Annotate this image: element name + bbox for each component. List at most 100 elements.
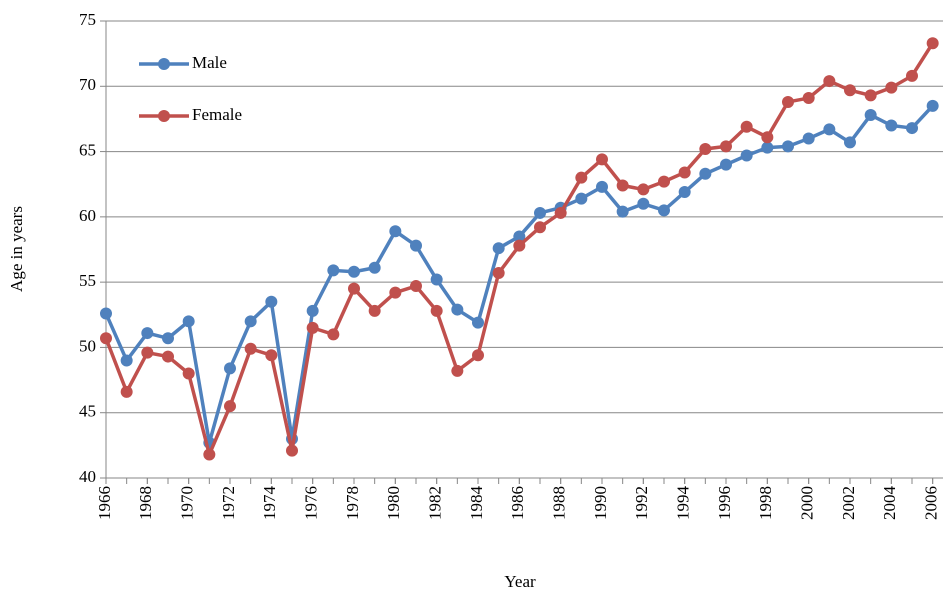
data-point bbox=[100, 332, 112, 345]
series-line bbox=[104, 104, 934, 444]
data-point bbox=[699, 142, 712, 155]
y-tick-label: 50 bbox=[79, 336, 96, 355]
data-point bbox=[224, 362, 236, 375]
data-point bbox=[451, 364, 464, 377]
x-tick-label: 1970 bbox=[178, 486, 197, 520]
x-tick-label: 1974 bbox=[260, 486, 279, 521]
data-point bbox=[348, 265, 360, 278]
data-point bbox=[265, 349, 278, 362]
x-tick-label: 1992 bbox=[632, 486, 651, 520]
data-point bbox=[224, 400, 236, 413]
x-tick-label: 2004 bbox=[880, 486, 899, 521]
data-point bbox=[100, 307, 112, 320]
x-tick-label: 1996 bbox=[715, 486, 734, 520]
data-point bbox=[306, 321, 319, 334]
data-point bbox=[534, 206, 546, 219]
x-tick-label: 2000 bbox=[798, 486, 817, 520]
data-point bbox=[327, 328, 340, 341]
legend-label: Female bbox=[192, 105, 242, 124]
data-point bbox=[575, 171, 588, 184]
data-point bbox=[616, 179, 629, 192]
data-point bbox=[141, 346, 154, 359]
data-point bbox=[203, 448, 216, 461]
data-point bbox=[616, 205, 629, 218]
data-point bbox=[430, 304, 443, 317]
data-point bbox=[823, 123, 836, 136]
data-point bbox=[513, 230, 526, 243]
data-point bbox=[596, 153, 608, 166]
x-tick-label: 2002 bbox=[839, 486, 858, 520]
data-point bbox=[885, 81, 898, 94]
data-point bbox=[926, 37, 939, 50]
data-point bbox=[864, 109, 877, 122]
data-point bbox=[472, 349, 484, 362]
data-point bbox=[906, 69, 918, 82]
data-point bbox=[575, 192, 588, 205]
data-point bbox=[286, 444, 298, 457]
legend-marker bbox=[158, 58, 170, 70]
data-point bbox=[120, 385, 133, 398]
x-tick-label: 1980 bbox=[384, 486, 403, 520]
data-point bbox=[740, 120, 753, 133]
data-point bbox=[430, 273, 443, 286]
data-point bbox=[410, 280, 422, 293]
y-tick-label: 65 bbox=[79, 140, 96, 159]
data-point bbox=[492, 242, 505, 255]
data-point bbox=[182, 367, 195, 380]
data-point bbox=[926, 99, 939, 112]
x-tick-label: 1972 bbox=[219, 486, 238, 520]
data-point bbox=[244, 342, 257, 355]
x-tick-label: 1988 bbox=[550, 486, 569, 520]
data-point bbox=[740, 149, 753, 162]
data-point bbox=[410, 239, 422, 252]
data-point bbox=[678, 166, 691, 179]
x-tick-label: 1994 bbox=[674, 486, 693, 521]
data-point bbox=[162, 350, 174, 363]
data-point bbox=[492, 267, 505, 280]
x-tick-label: 1976 bbox=[302, 486, 321, 520]
data-point bbox=[348, 282, 360, 295]
data-point bbox=[265, 295, 278, 308]
legend-marker bbox=[158, 110, 170, 122]
data-point bbox=[306, 304, 319, 317]
x-tick-label: 1978 bbox=[343, 486, 362, 520]
data-point bbox=[244, 315, 257, 328]
legend-label: Male bbox=[192, 53, 227, 72]
data-point bbox=[182, 315, 195, 328]
data-point bbox=[782, 140, 794, 153]
x-tick-label: 2006 bbox=[922, 486, 941, 520]
data-point bbox=[761, 131, 774, 144]
data-point bbox=[658, 204, 670, 217]
y-axis-label: Age in years bbox=[7, 206, 26, 292]
y-tick-label: 60 bbox=[79, 206, 96, 225]
data-point bbox=[451, 303, 464, 316]
data-point bbox=[802, 92, 815, 105]
data-point bbox=[678, 186, 691, 199]
y-tick-label: 40 bbox=[79, 467, 96, 486]
data-point bbox=[120, 354, 133, 367]
data-point bbox=[782, 95, 794, 108]
data-point bbox=[637, 183, 650, 196]
data-point bbox=[720, 140, 732, 153]
data-point bbox=[844, 84, 856, 97]
data-point bbox=[864, 89, 877, 102]
data-point bbox=[699, 167, 712, 180]
x-axis-label: Year bbox=[504, 572, 536, 591]
data-point bbox=[368, 261, 381, 274]
x-tick-label: 1990 bbox=[591, 486, 610, 520]
data-point bbox=[389, 225, 402, 238]
data-point bbox=[368, 304, 381, 317]
data-point bbox=[141, 327, 154, 340]
data-point bbox=[658, 175, 670, 188]
data-point bbox=[761, 141, 774, 154]
x-tick-label: 1966 bbox=[95, 486, 114, 520]
data-point bbox=[823, 75, 836, 88]
data-point bbox=[596, 180, 608, 193]
data-point bbox=[513, 239, 526, 252]
x-tick-label: 1968 bbox=[136, 486, 155, 520]
data-point bbox=[844, 136, 856, 149]
data-point bbox=[720, 158, 732, 171]
data-point bbox=[885, 119, 898, 132]
data-point bbox=[389, 286, 402, 299]
data-point bbox=[162, 332, 174, 345]
